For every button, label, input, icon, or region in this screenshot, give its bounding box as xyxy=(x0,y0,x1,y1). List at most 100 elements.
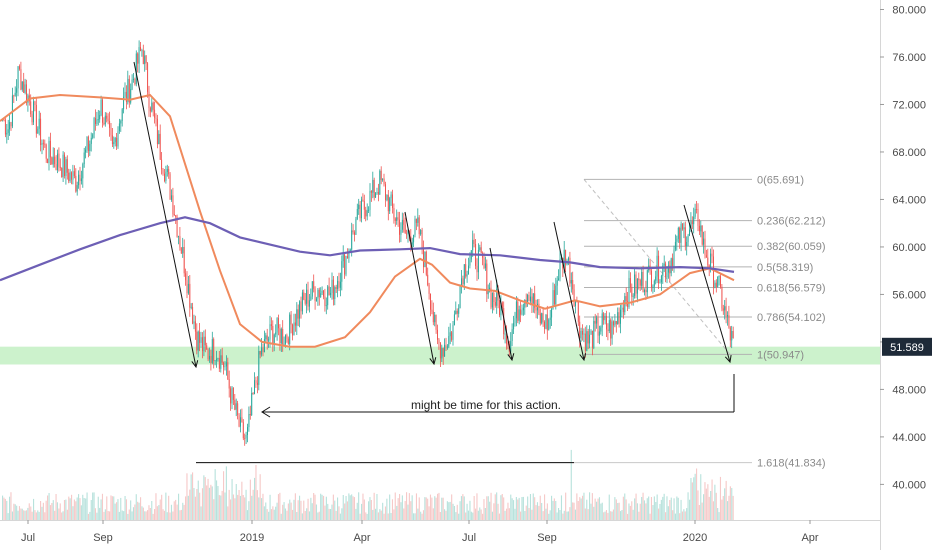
volume-bar xyxy=(128,509,130,520)
candle-body xyxy=(95,118,96,124)
volume-bar xyxy=(375,508,377,520)
candle-body xyxy=(297,309,299,319)
candle-body xyxy=(618,312,620,324)
candle-body xyxy=(707,257,709,266)
volume-bar xyxy=(390,513,392,520)
candle-body xyxy=(711,253,713,257)
candle-body xyxy=(383,178,385,185)
volume-bar xyxy=(24,510,26,520)
candle-body xyxy=(520,309,522,315)
candle-body xyxy=(232,387,234,400)
volume-bar xyxy=(639,503,641,520)
volume-bar xyxy=(643,500,646,520)
volume-bar xyxy=(163,510,166,520)
volume-bar xyxy=(216,480,218,520)
volume-bar xyxy=(589,492,591,520)
volume-bar xyxy=(227,506,229,520)
candle-body xyxy=(539,313,541,324)
fib-level-label: 0.236(62.212) xyxy=(757,216,826,228)
candle-body xyxy=(380,170,382,180)
annotation-group: might be time for this action. xyxy=(411,398,561,412)
candle-body xyxy=(438,339,440,344)
candle-body xyxy=(292,324,294,336)
candle-body xyxy=(314,288,316,301)
candle-body xyxy=(218,358,220,369)
candle-body xyxy=(594,320,596,324)
candle-body xyxy=(354,232,355,235)
last-price-tag: 51.589 xyxy=(882,337,932,356)
volume-bar xyxy=(494,494,496,520)
candle-body xyxy=(248,414,250,428)
volume-bar xyxy=(173,501,175,520)
volume-bar xyxy=(263,506,265,520)
candle-body xyxy=(268,339,270,341)
candle-body xyxy=(55,164,57,171)
candle-body xyxy=(724,306,726,311)
volume-bar xyxy=(691,482,693,520)
candle-body xyxy=(217,358,219,359)
candle-body xyxy=(501,302,503,309)
volume-bar xyxy=(330,509,332,520)
candle-body xyxy=(691,221,693,225)
volume-bar xyxy=(186,473,188,520)
candle-body xyxy=(514,318,516,324)
candle-body xyxy=(35,104,37,134)
volume-bar xyxy=(646,498,648,520)
candle-body xyxy=(303,292,305,300)
volume-bar xyxy=(548,513,550,520)
candle-body xyxy=(213,339,215,361)
volume-bar xyxy=(211,486,213,520)
volume-bar xyxy=(446,501,448,520)
volume-bar xyxy=(6,500,8,520)
volume-bar xyxy=(9,496,11,520)
volume-bar xyxy=(120,497,122,520)
candle-body xyxy=(41,142,43,145)
arrow-head xyxy=(429,357,437,366)
volume-bar xyxy=(391,499,394,520)
volume-bar xyxy=(693,477,695,520)
candle-body xyxy=(152,102,154,110)
volume-bar xyxy=(124,496,126,520)
candle-body xyxy=(466,274,468,277)
volume-bar xyxy=(563,510,565,520)
volume-bar xyxy=(622,496,624,520)
candle-body xyxy=(273,334,275,343)
candle-body xyxy=(279,328,281,344)
candle-body xyxy=(421,229,423,250)
candle-body xyxy=(266,335,268,341)
candle-body xyxy=(263,339,265,353)
candle-body xyxy=(458,308,460,314)
volume-bar xyxy=(54,510,56,520)
volume-bar xyxy=(353,497,356,520)
volume-bar xyxy=(40,501,42,520)
candle-body xyxy=(621,307,623,310)
candle-body xyxy=(23,81,25,93)
candle-body xyxy=(78,174,80,186)
candle-body xyxy=(304,299,306,304)
volume-bar xyxy=(183,504,185,520)
volume-bar xyxy=(318,511,320,520)
volume-bar xyxy=(324,505,326,520)
candle-body xyxy=(180,247,182,254)
candle-body xyxy=(666,272,668,277)
candle-body xyxy=(538,303,540,314)
candle-body xyxy=(387,194,389,212)
volume-bar xyxy=(201,488,204,520)
candle-body xyxy=(93,118,95,135)
volume-bar xyxy=(496,492,498,520)
candle-body xyxy=(394,218,396,221)
volume-bar xyxy=(363,499,365,520)
candle-body xyxy=(437,329,438,340)
candle-body xyxy=(507,343,509,345)
candle-body xyxy=(396,217,398,221)
volume-bar xyxy=(591,493,593,520)
candle-body xyxy=(282,329,284,345)
candle-body xyxy=(476,265,478,273)
candle-body xyxy=(154,109,156,118)
volume-bar xyxy=(82,494,84,520)
volume-bar xyxy=(306,508,308,520)
candle-body xyxy=(117,131,119,147)
volume-bar xyxy=(518,497,520,520)
candle-body xyxy=(113,142,115,145)
